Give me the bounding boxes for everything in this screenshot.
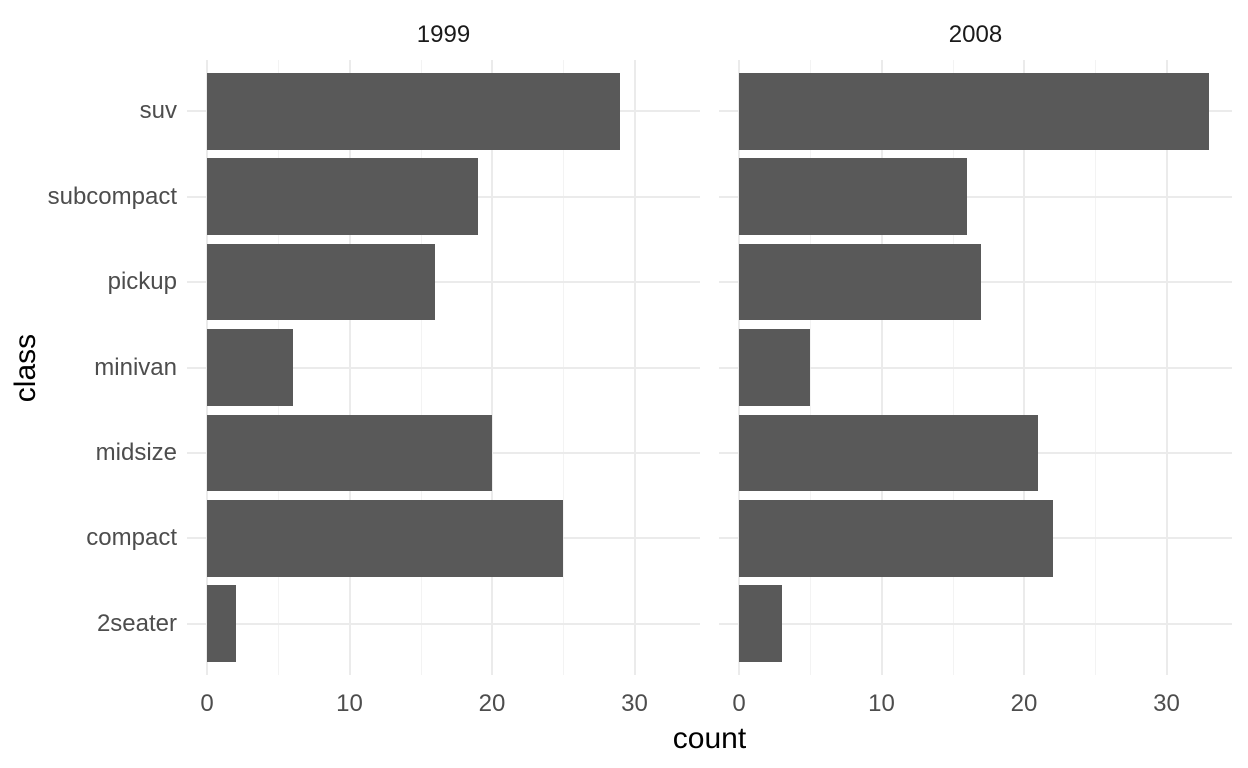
bar-minivan <box>207 329 293 406</box>
x-tick-label: 0 <box>200 690 214 717</box>
x-tick-label: 10 <box>868 690 895 717</box>
bar-midsize <box>739 414 1039 492</box>
bar-pickup <box>739 243 982 321</box>
facet-strip-label: 1999 <box>416 21 471 48</box>
panel-1999 <box>187 60 700 675</box>
bar-2seater <box>739 585 782 663</box>
bar-midsize <box>207 414 492 492</box>
bar-suv <box>207 72 621 150</box>
x-axis-title: count <box>672 722 747 755</box>
gridline-y-major <box>187 622 700 625</box>
bar-pickup <box>207 243 435 321</box>
gridline-y-major <box>719 622 1232 625</box>
y-tick-label: pickup <box>107 268 177 296</box>
x-tick-label: 30 <box>1153 690 1180 717</box>
gridline-y-major <box>187 281 700 284</box>
x-tick-label: 30 <box>621 690 648 717</box>
gridline-y-major <box>719 366 1232 369</box>
gridline-y-major <box>187 366 700 369</box>
bar-subcompact <box>739 158 967 236</box>
y-tick-label: midsize <box>95 438 177 466</box>
bar-compact <box>739 499 1053 577</box>
gridline-y-major <box>719 195 1232 198</box>
y-tick-label: 2seater <box>96 609 177 637</box>
y-tick-label: minivan <box>94 353 177 381</box>
bar-minivan <box>739 329 811 406</box>
bar-compact <box>207 499 564 577</box>
y-tick-label: suv <box>139 97 177 125</box>
x-tick-label: 10 <box>336 690 363 717</box>
panel-2008 <box>719 60 1232 675</box>
x-tick-label: 20 <box>478 690 506 717</box>
x-tick-label: 20 <box>1010 690 1038 717</box>
x-tick-label: 0 <box>732 690 746 717</box>
facet-strip-label: 2008 <box>948 21 1003 48</box>
bar-suv <box>739 72 1210 150</box>
y-tick-label: compact <box>86 524 177 552</box>
y-tick-label: subcompact <box>47 182 177 210</box>
bar-2seater <box>207 585 236 663</box>
bar-subcompact <box>207 158 478 236</box>
